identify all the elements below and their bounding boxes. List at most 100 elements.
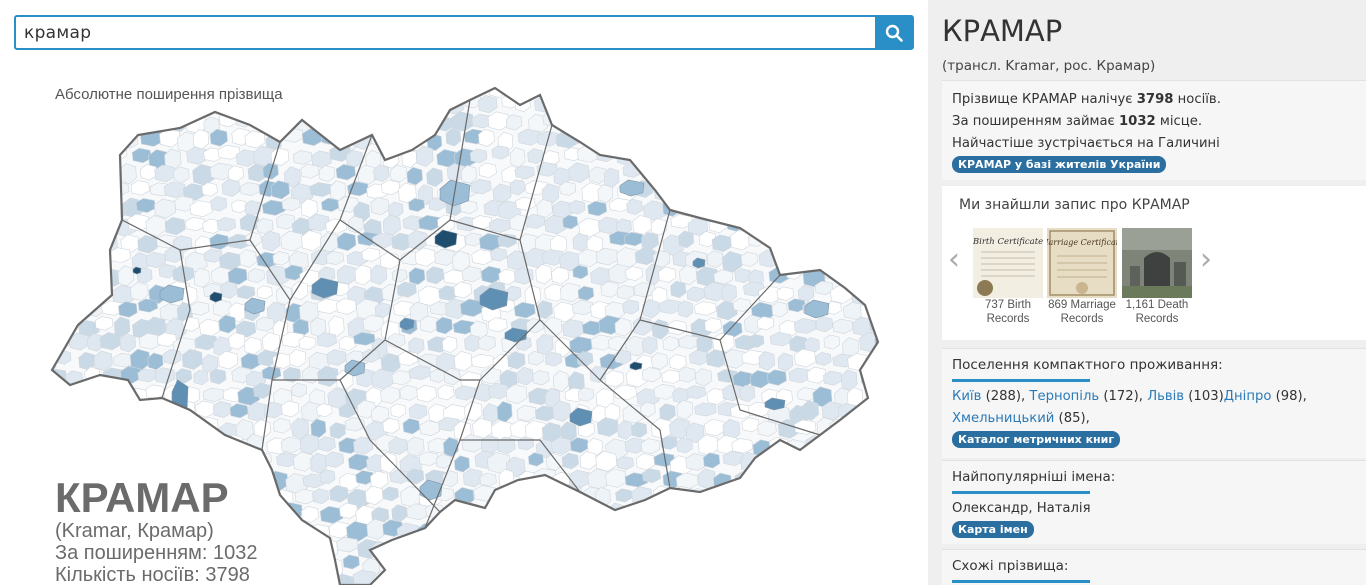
map-district[interactable] <box>690 149 714 169</box>
map-district[interactable] <box>42 180 62 198</box>
map-district[interactable] <box>193 97 210 114</box>
map-district[interactable] <box>410 98 431 120</box>
map-district[interactable] <box>886 490 890 504</box>
map-district[interactable] <box>657 505 674 523</box>
map-district[interactable] <box>767 195 792 213</box>
map-district[interactable] <box>150 422 168 440</box>
map-district[interactable] <box>633 82 655 100</box>
map-district[interactable] <box>786 127 809 149</box>
map-district[interactable] <box>137 298 159 313</box>
map-district[interactable] <box>576 350 594 367</box>
map-district[interactable] <box>716 300 738 321</box>
map-district-high[interactable] <box>132 266 142 275</box>
map-district[interactable] <box>408 198 425 212</box>
map-district[interactable] <box>54 111 73 130</box>
map-district[interactable] <box>766 540 789 561</box>
map-district[interactable] <box>487 317 508 333</box>
map-district[interactable] <box>370 470 389 489</box>
map-district[interactable] <box>879 202 890 222</box>
map-district[interactable] <box>523 80 543 94</box>
map-district[interactable] <box>319 469 336 485</box>
map-district[interactable] <box>402 110 419 130</box>
map-district[interactable] <box>462 538 479 555</box>
map-district[interactable] <box>47 98 69 112</box>
map-district[interactable] <box>823 436 844 453</box>
map-district[interactable] <box>398 556 421 574</box>
map-district[interactable] <box>244 200 262 216</box>
map-district[interactable] <box>175 99 197 116</box>
map-district[interactable] <box>865 110 887 125</box>
map-district[interactable] <box>81 434 104 451</box>
map-district[interactable] <box>50 268 70 289</box>
map-district[interactable] <box>60 422 82 437</box>
map-district[interactable] <box>586 127 604 148</box>
map-district[interactable] <box>847 183 870 199</box>
map-district[interactable] <box>857 132 876 154</box>
map-district[interactable] <box>840 198 858 217</box>
map-district[interactable] <box>762 450 780 470</box>
map-district[interactable] <box>815 352 832 366</box>
map-district[interactable] <box>783 503 800 521</box>
map-district[interactable] <box>451 250 470 272</box>
map-district[interactable] <box>499 507 520 526</box>
map-district[interactable] <box>880 571 890 585</box>
map-district[interactable] <box>739 384 756 403</box>
map-district[interactable] <box>603 167 620 188</box>
map-district[interactable] <box>724 145 749 166</box>
map-district[interactable] <box>852 485 871 505</box>
map-district[interactable] <box>545 557 568 577</box>
map-district[interactable] <box>614 317 632 337</box>
map-district[interactable] <box>657 96 677 115</box>
map-district[interactable] <box>856 505 879 527</box>
map-district[interactable] <box>513 301 536 319</box>
map-district[interactable] <box>338 404 356 419</box>
map-district[interactable] <box>889 318 890 338</box>
map-district[interactable] <box>68 198 89 217</box>
map-district[interactable] <box>40 218 63 233</box>
residents-db-badge[interactable]: КРАМАР у базі жителів України <box>952 156 1167 173</box>
map-district[interactable] <box>698 572 715 585</box>
map-district[interactable] <box>829 450 851 465</box>
map-district[interactable] <box>102 404 123 420</box>
map-district[interactable] <box>509 486 527 509</box>
map-district[interactable] <box>559 181 577 196</box>
map-district[interactable] <box>40 144 57 166</box>
map-district[interactable] <box>138 434 161 456</box>
map-district[interactable] <box>544 316 563 338</box>
map-district[interactable] <box>382 214 401 236</box>
map-district[interactable] <box>724 180 742 200</box>
map-district[interactable] <box>96 416 120 433</box>
map-district[interactable] <box>193 267 210 288</box>
map-district[interactable] <box>302 473 326 489</box>
map-district[interactable] <box>319 505 344 524</box>
map-district[interactable] <box>353 436 374 455</box>
map-district[interactable] <box>289 558 310 578</box>
map-district[interactable] <box>93 150 112 166</box>
map-district[interactable] <box>101 162 118 179</box>
map-district[interactable] <box>281 95 306 116</box>
map-district[interactable] <box>829 557 847 578</box>
map-district[interactable] <box>713 541 732 558</box>
map-district[interactable] <box>778 212 795 233</box>
map-district[interactable] <box>731 438 754 454</box>
map-district[interactable] <box>477 335 496 351</box>
map-district[interactable] <box>659 403 676 421</box>
map-district[interactable] <box>749 468 772 486</box>
map-district[interactable] <box>794 348 816 368</box>
map-district[interactable] <box>441 335 458 353</box>
map-district[interactable] <box>885 215 890 233</box>
map-district[interactable] <box>859 473 880 493</box>
map-district[interactable] <box>726 556 745 573</box>
map-district[interactable] <box>254 111 276 127</box>
map-district[interactable] <box>821 231 841 250</box>
map-district[interactable] <box>425 537 446 558</box>
map-district[interactable] <box>342 554 360 570</box>
map-district[interactable] <box>820 198 839 213</box>
map-district[interactable] <box>199 318 220 337</box>
death-records-caption[interactable]: 1,161 Death Records <box>1117 298 1197 326</box>
map-district[interactable] <box>842 502 864 521</box>
map-district[interactable] <box>864 421 881 440</box>
map-district[interactable] <box>797 181 816 198</box>
map-district[interactable] <box>668 519 690 537</box>
map-district[interactable] <box>569 98 587 117</box>
